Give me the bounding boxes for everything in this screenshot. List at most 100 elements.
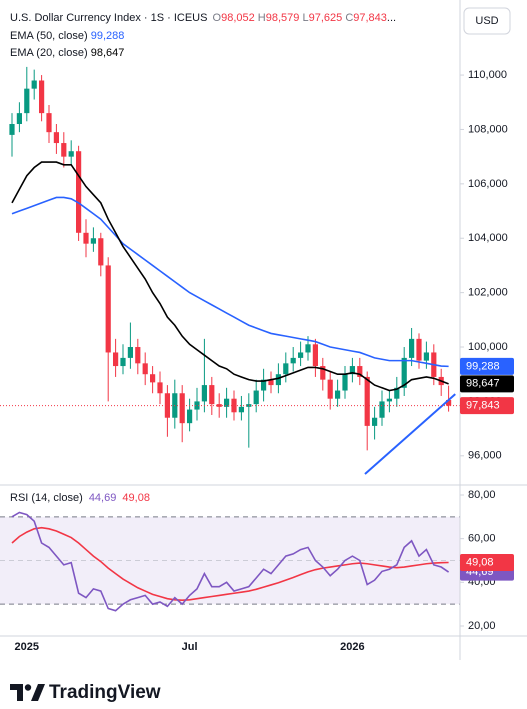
x-tick-label: 2025	[15, 641, 39, 653]
price-tag-label: 98,647	[466, 378, 500, 390]
candle-body	[446, 399, 452, 406]
candle-body	[90, 238, 96, 244]
price-tag	[460, 553, 514, 571]
y-tick-label: 106,000	[468, 178, 508, 190]
price-tag-label: 97,843	[466, 400, 500, 412]
ohlc-key: L	[302, 12, 308, 24]
y-tick-label: 102,000	[468, 287, 508, 299]
candle-body	[31, 80, 37, 89]
logo-dot	[24, 684, 32, 691]
candle-body	[261, 379, 267, 391]
legend-value: 49,08	[122, 492, 150, 504]
candle-body	[164, 393, 170, 418]
candle-body	[61, 143, 67, 157]
candle-body	[298, 352, 304, 358]
candle-body	[83, 232, 89, 244]
candle-body	[76, 151, 82, 233]
price-pane: 96,00098,000100,000102,000104,000106,000…	[0, 66, 508, 475]
candle-body	[238, 406, 244, 413]
candle-body	[98, 238, 104, 266]
rsi-legend: RSI (14, close) 44,69 49,08	[10, 492, 150, 504]
candle-body	[157, 382, 163, 394]
y-tick-label: 104,000	[468, 232, 508, 244]
symbol-title: U.S. Dollar Currency Index · 1S · ICEUS	[10, 12, 207, 24]
candle-body	[201, 385, 207, 402]
legend-entry: EMA (50, close) 99,288	[10, 30, 124, 42]
currency-button-box[interactable]	[463, 7, 511, 35]
ohlc-key: O	[213, 12, 222, 24]
ohlc-value: 98,579	[266, 12, 300, 24]
price-tag	[460, 397, 514, 415]
candle-body	[275, 374, 281, 386]
candle-body	[423, 352, 429, 361]
legend-name: EMA (50, close)	[10, 30, 88, 42]
candle-body	[46, 113, 52, 133]
currency-button[interactable]: USD	[463, 7, 511, 35]
candle-body	[113, 352, 119, 367]
candle-body	[283, 363, 289, 375]
legend-value: 98,647	[91, 47, 125, 59]
y-tick-label: 110,000	[468, 69, 507, 81]
candle-body	[150, 374, 156, 383]
candle-body	[253, 390, 259, 405]
ema-line	[11, 161, 449, 392]
ohlc-key: H	[258, 12, 266, 24]
price-tag-label: 49,08	[466, 556, 494, 568]
candle-body	[305, 344, 311, 353]
candle-body	[135, 347, 141, 364]
candle-body	[68, 151, 74, 157]
ema-line	[11, 196, 449, 368]
trendline	[364, 393, 456, 475]
y-tick-label: 96,000	[468, 450, 502, 462]
rsi-line	[11, 526, 449, 602]
candle-body	[105, 265, 111, 353]
candle-body	[39, 80, 45, 114]
candle-body	[127, 347, 133, 358]
legend-entry: EMA (20, close) 98,647	[10, 47, 124, 59]
candle-body	[409, 338, 415, 358]
y-tick-label: 20,00	[468, 620, 496, 632]
legend-value: 44,69	[89, 492, 117, 504]
legend-name: RSI (14, close)	[10, 492, 83, 504]
candle-body	[349, 366, 355, 375]
y-tick-label: 100,000	[468, 341, 508, 353]
candle-body	[327, 379, 333, 399]
candle-body	[209, 385, 215, 405]
ohlc-value: 98,052	[221, 12, 255, 24]
price-tag-label: 99,288	[466, 360, 500, 372]
candle-body	[401, 357, 407, 388]
candle-body	[179, 393, 185, 424]
candle-body	[416, 338, 422, 361]
candle-body	[290, 357, 296, 364]
candle-body	[335, 390, 341, 399]
y-tick-label: 108,000	[468, 123, 508, 135]
candle-body	[312, 344, 318, 367]
candle-body	[364, 376, 370, 426]
candle-body	[246, 404, 252, 407]
candle-body	[342, 374, 348, 391]
candle-body	[372, 417, 378, 426]
y-tick-label: 60,00	[468, 533, 496, 545]
candle-body	[224, 398, 230, 407]
candle-body	[268, 379, 274, 386]
ohlc-key: C	[345, 12, 353, 24]
logo-mark	[10, 684, 23, 701]
ohlc-value: 97,625	[309, 12, 343, 24]
candle-body	[194, 401, 200, 410]
header-more: ...	[387, 12, 396, 24]
ohlc-value: 97,843	[353, 12, 387, 24]
candle-body	[187, 409, 193, 424]
currency-label[interactable]: USD	[475, 15, 498, 27]
candle-body	[394, 387, 400, 399]
legend-name: EMA (20, close)	[10, 47, 88, 59]
x-tick-label: 2026	[340, 641, 364, 653]
candle-body	[357, 366, 363, 377]
candle-body	[53, 132, 59, 144]
price-tag	[460, 357, 514, 375]
legend-value: 99,288	[91, 30, 125, 42]
brand-name: TradingView	[49, 682, 161, 703]
